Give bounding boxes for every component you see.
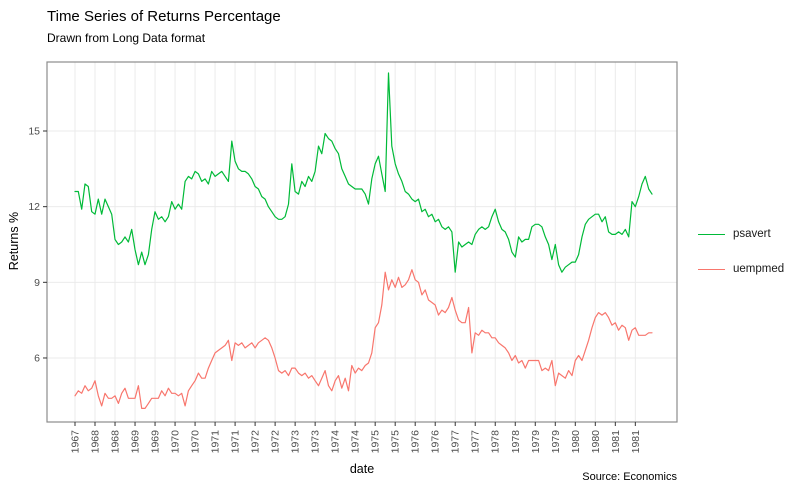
legend-label-psavert: psavert — [733, 228, 771, 240]
x-tick-label: 1978 — [510, 430, 522, 454]
series-line-uempmed — [74, 269, 653, 409]
x-tick-label: 1981 — [630, 430, 642, 454]
panel-background — [47, 62, 677, 422]
x-tick-label: 1969 — [130, 430, 142, 454]
series-line-psavert — [74, 72, 653, 273]
x-tick-label: 1974 — [350, 430, 362, 454]
chart-subtitle: Drawn from Long Data format — [47, 31, 206, 45]
x-tick-label: 1972 — [270, 430, 282, 454]
x-tick-label: 1975 — [390, 430, 402, 454]
y-tick-label: 12 — [28, 201, 40, 213]
x-tick-label: 1967 — [70, 430, 82, 454]
x-tick-label: 1969 — [150, 430, 162, 454]
x-tick-label: 1973 — [310, 430, 322, 454]
x-tick-label: 1973 — [290, 430, 302, 454]
y-tick-label: 9 — [34, 277, 40, 289]
x-tick-label: 1978 — [490, 430, 502, 454]
x-tick-label: 1979 — [550, 430, 562, 454]
y-tick-label: 6 — [34, 352, 40, 364]
legend-item-psavert: psavert — [698, 222, 798, 246]
x-tick-label: 1971 — [210, 430, 222, 454]
panel-border — [46, 61, 678, 423]
x-tick-label: 1972 — [250, 430, 262, 454]
x-tick-label: 1977 — [450, 430, 462, 454]
legend: psavert uempmed — [698, 222, 798, 292]
x-tick-label: 1977 — [470, 430, 482, 454]
x-tick-label: 1976 — [410, 430, 422, 454]
y-axis-title: Returns % — [7, 211, 21, 271]
chart-title: Time Series of Returns Percentage — [47, 8, 281, 25]
x-tick-label: 1971 — [230, 430, 242, 454]
y-tick-label: 15 — [28, 126, 40, 138]
x-tick-label: 1975 — [370, 430, 382, 454]
x-tick-label: 1974 — [330, 430, 342, 454]
x-tick-label: 1970 — [170, 430, 182, 454]
x-axis-title: date — [349, 462, 375, 476]
uempmed-line-key-icon — [698, 268, 725, 270]
x-tick-label: 1976 — [430, 430, 442, 454]
psavert-line-key-icon — [698, 233, 725, 235]
x-tick-label: 1979 — [530, 430, 542, 454]
x-tick-label: 1980 — [570, 430, 582, 454]
x-tick-label: 1970 — [190, 430, 202, 454]
legend-item-uempmed: uempmed — [698, 257, 798, 281]
x-tick-label: 1980 — [590, 430, 602, 454]
x-tick-label: 1981 — [610, 430, 622, 454]
chart-caption: Source: Economics — [582, 471, 677, 483]
x-tick-label: 1968 — [90, 430, 102, 454]
legend-label-uempmed: uempmed — [733, 263, 785, 275]
x-tick-label: 1968 — [110, 430, 122, 454]
